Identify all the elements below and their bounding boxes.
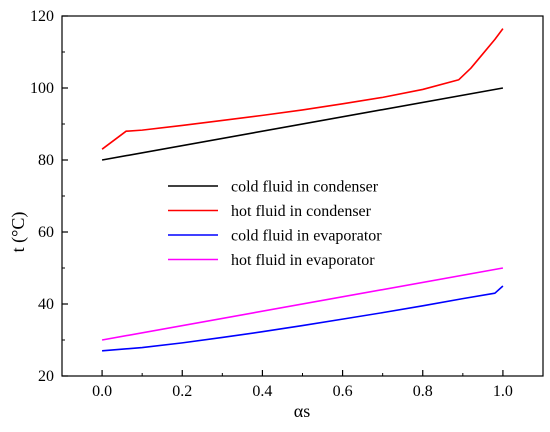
legend-label-4: hot fluid in evaporator <box>231 252 375 269</box>
y-tick-label: 100 <box>30 80 54 97</box>
series-line-3 <box>102 285 504 352</box>
y-tick-label: 80 <box>38 152 54 169</box>
y-tick-label: 60 <box>38 224 54 241</box>
y-tick-label: 40 <box>38 296 54 313</box>
x-axis-title: αs <box>294 401 310 421</box>
series-line-1 <box>101 87 504 161</box>
x-tick-label: 1.0 <box>493 383 513 400</box>
x-tick-label: 0.8 <box>413 383 433 400</box>
legend-label-3: cold fluid in evaporator <box>231 228 382 245</box>
legend-label-1: cold fluid in condenser <box>231 179 379 196</box>
y-tick-label: 120 <box>30 8 54 25</box>
y-axis-title: t (°C) <box>8 212 29 253</box>
x-tick-label: 0.0 <box>92 383 112 400</box>
x-tick-label: 0.4 <box>252 383 272 400</box>
series-line-4 <box>101 267 504 341</box>
series-line-2 <box>101 28 504 150</box>
x-tick-label: 0.2 <box>172 383 192 400</box>
plot-layer <box>101 28 504 352</box>
axes-layer: 0.0 0.2 0.4 0.6 0.8 1.0 20 40 60 80 100 120 <box>30 8 544 400</box>
x-tick-label: 0.6 <box>333 383 353 400</box>
y-tick-label: 20 <box>38 368 54 385</box>
legend: cold fluid in condenser hot fluid in cond… <box>168 179 382 269</box>
legend-label-2: hot fluid in condenser <box>231 203 372 220</box>
